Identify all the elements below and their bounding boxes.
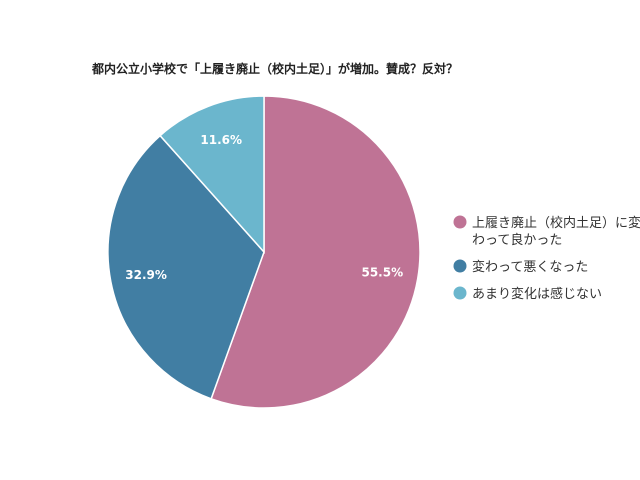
slice-value-label: 55.5% bbox=[361, 266, 403, 280]
legend-label: 変わって悪くなった bbox=[472, 259, 588, 275]
slice-value-label: 11.6% bbox=[200, 133, 242, 147]
legend-label: 上履き廃止（校内土足）に変 bbox=[472, 215, 640, 231]
legend-item[interactable]: あまり変化は感じない bbox=[453, 286, 603, 302]
legend-swatch bbox=[453, 259, 467, 273]
pie-slice bbox=[159, 95, 265, 254]
legend-item[interactable]: 変わって悪くなった bbox=[453, 259, 589, 275]
legend-label: あまり変化は感じない bbox=[472, 286, 602, 302]
pie-slice bbox=[107, 134, 265, 400]
pie-slices bbox=[107, 95, 421, 409]
slice-value-label: 32.9% bbox=[125, 268, 167, 282]
slice-labels: 55.5% 32.9% 11.6% bbox=[125, 133, 403, 282]
legend-swatch bbox=[453, 286, 467, 300]
legend-swatch bbox=[453, 215, 467, 229]
chart-title: 都内公立小学校で「上履き廃止（校内土足）」が増加。賛成？反対？ bbox=[91, 61, 458, 76]
pie-slice bbox=[210, 95, 421, 409]
legend-label: わって良かった bbox=[472, 232, 562, 248]
